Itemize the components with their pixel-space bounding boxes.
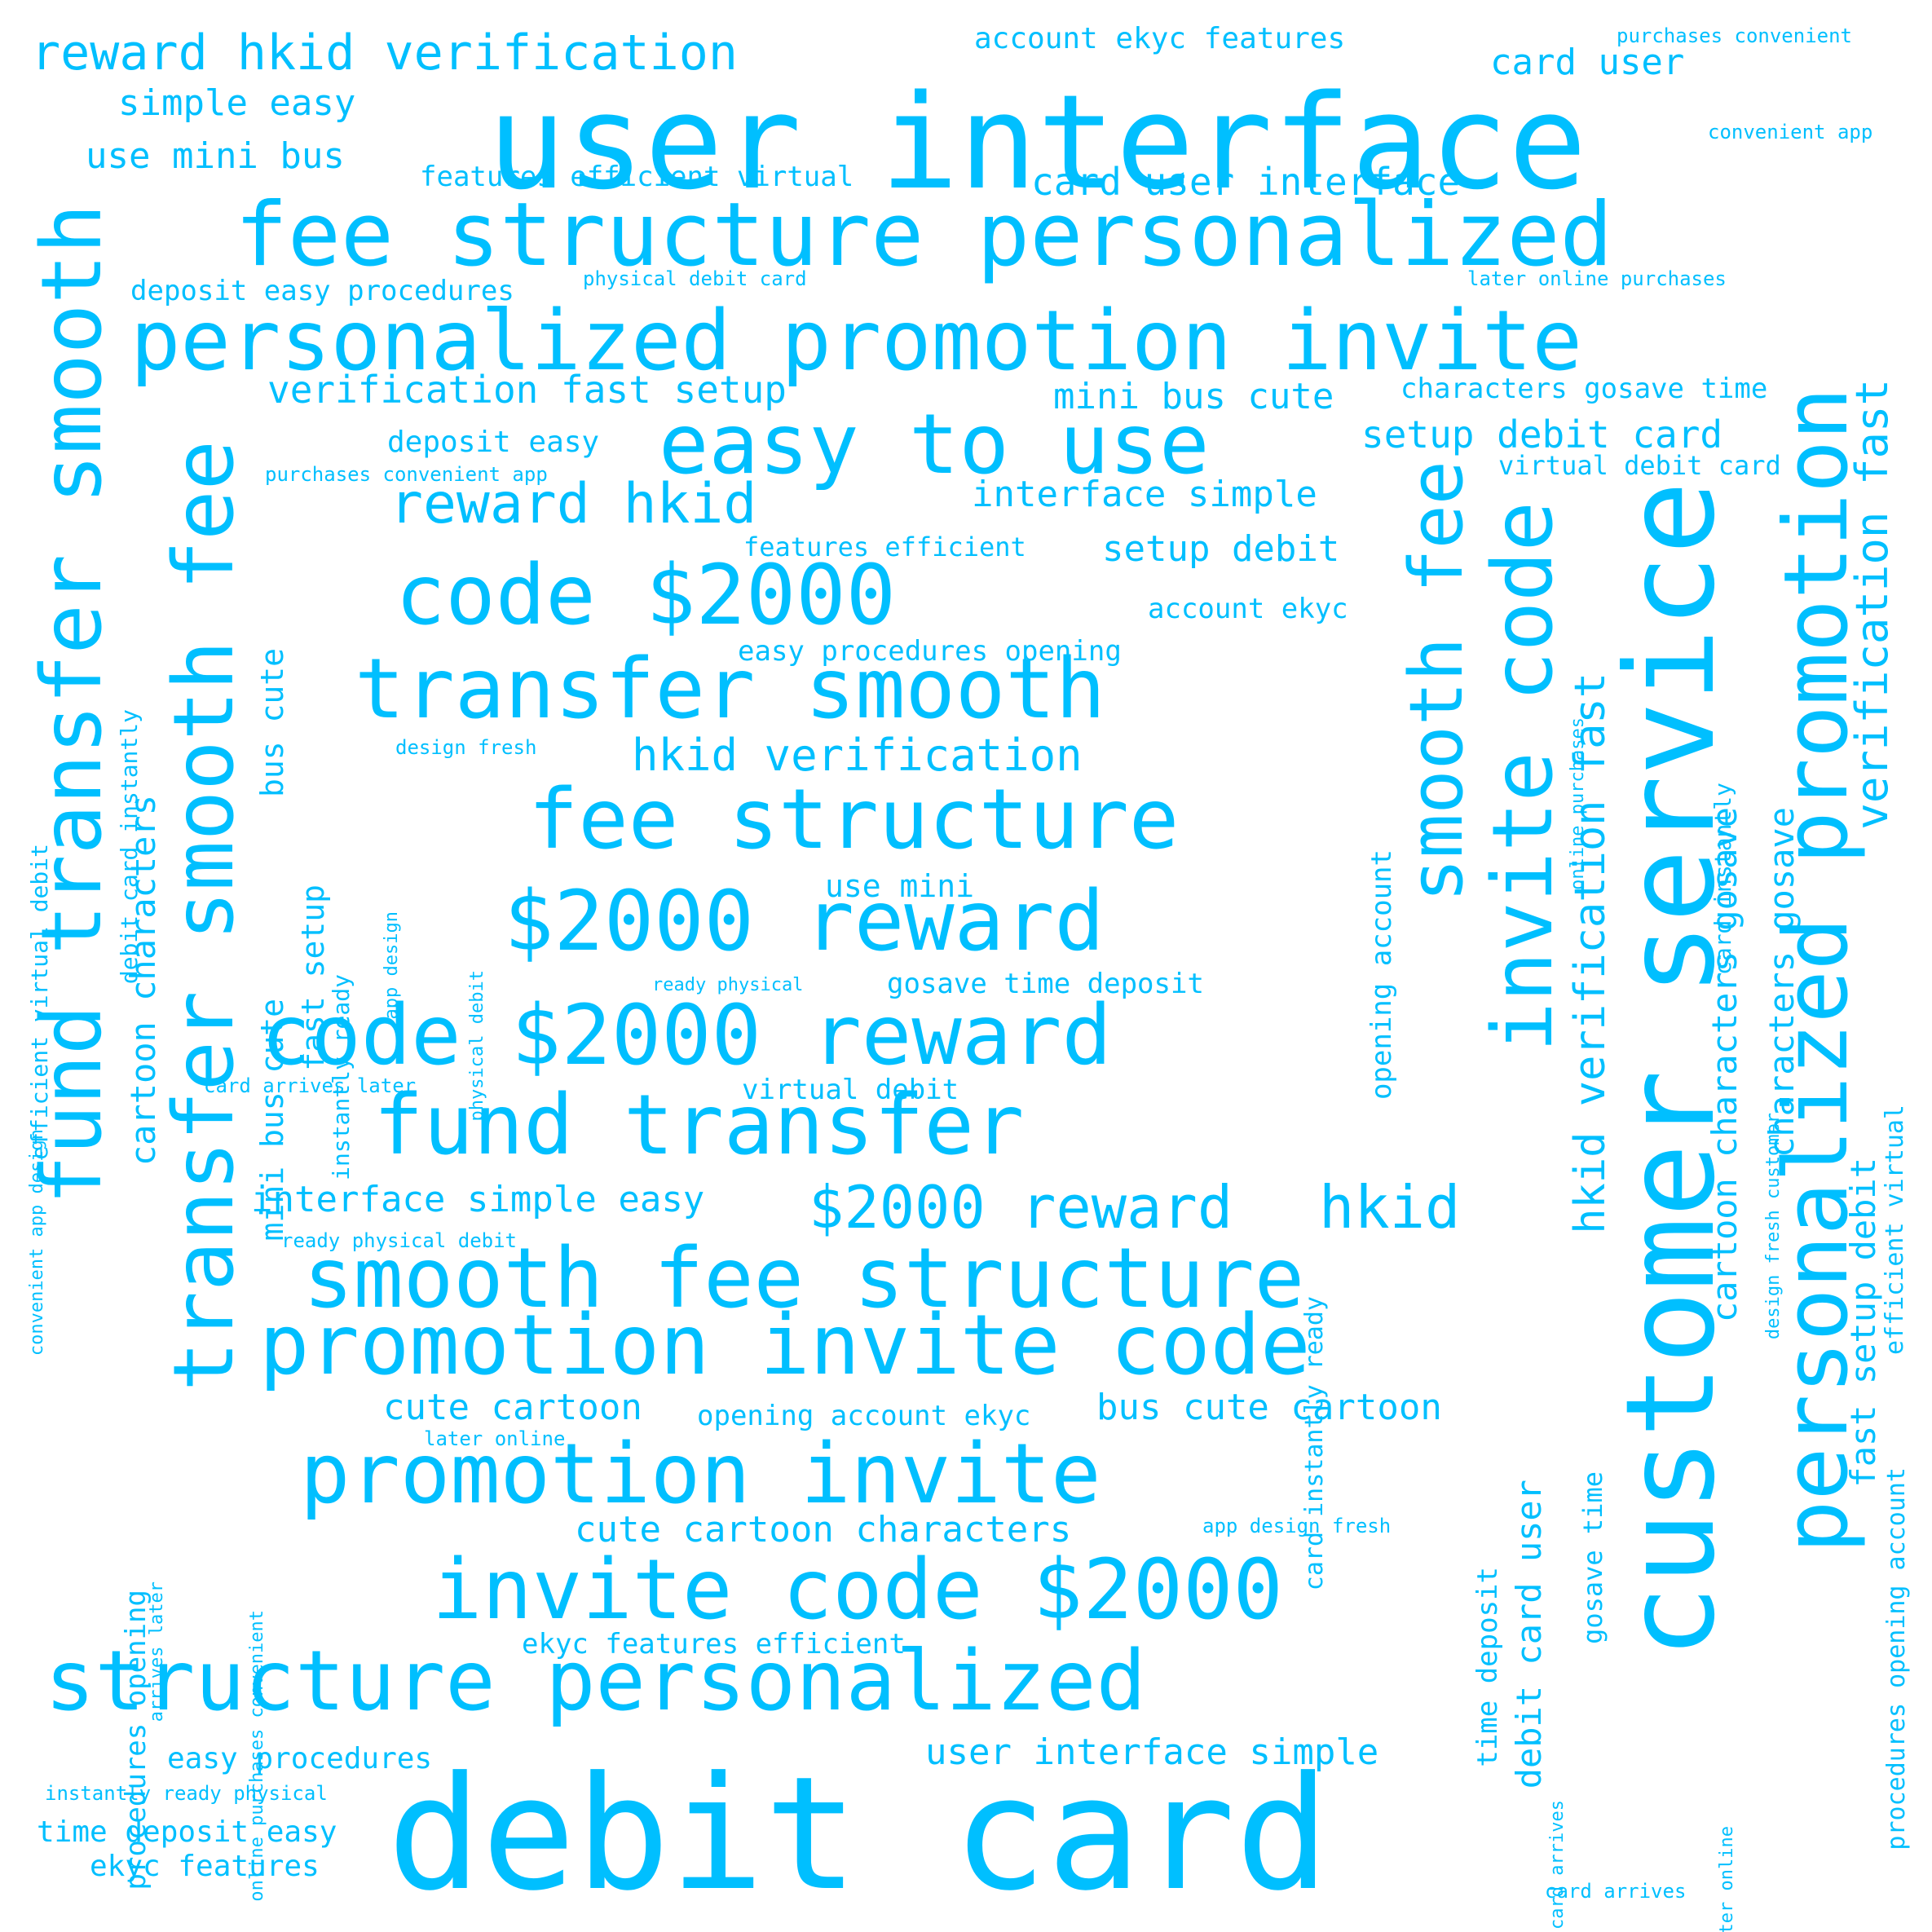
word-deposit-easy-procedures: deposit easy procedures (130, 275, 514, 307)
word-app-design-fresh: app design fresh (1202, 1515, 1392, 1537)
word-features-efficient-virtual: features efficient virtual (420, 161, 854, 193)
word-online-purchases-convenient: online purchases convenient (247, 1610, 267, 1902)
word-convenient-app: convenient app (1708, 121, 1873, 143)
word-reward-hkid: reward hkid (390, 472, 757, 536)
word-virtual-debit-card: virtual debit card (1498, 450, 1781, 481)
word-instantly-ready-physical: instantly ready physical (45, 1782, 328, 1805)
word-transfer-smooth-fee: transfer smooth fee (156, 440, 253, 1392)
word-mini-bus-cute-vertical: mini bus cute (254, 999, 290, 1242)
word-procedures-opening: procedures opening (120, 1590, 152, 1890)
word-code-2000: code $2000 (395, 547, 897, 644)
word-debit-card-arrives: debit card arrives (1547, 1800, 1568, 1932)
word-smooth-fee: smooth fee (1394, 461, 1480, 902)
word-structure-personalized: structure personalized (45, 1633, 1147, 1730)
word-design-fresh: design fresh (395, 736, 537, 759)
word-transfer-smooth: transfer smooth (355, 641, 1106, 738)
word-card-instantly-ready: card instantly ready (1300, 1296, 1329, 1591)
word-app-design: app design (382, 911, 402, 1020)
word-physical-debit-card: physical debit card (583, 267, 807, 290)
word-mini-bus-cute: mini bus cute (1053, 376, 1334, 417)
word-gosave-time: gosave time (1577, 1471, 1608, 1644)
word-purchases-convenient-app: purchases convenient app (265, 463, 548, 486)
word-debit-card-user: debit card user (1509, 1480, 1549, 1789)
word-user-interface-simple: user interface simple (925, 1731, 1379, 1773)
word-fund-transfer: fund transfer (373, 1077, 1025, 1174)
word-gosave-time-deposit: gosave time deposit (887, 968, 1204, 1000)
word-virtual-debit: virtual debit (742, 1074, 959, 1106)
word-ekyc-features: ekyc features (90, 1850, 320, 1883)
word-easy-procedures-opening: easy procedures opening (738, 635, 1122, 668)
word-card-arrives-later: card arrives later (204, 1074, 417, 1097)
word-bus-cute-cartoon: bus cute cartoon (1096, 1387, 1442, 1428)
word-interface-simple: interface simple (972, 474, 1317, 515)
word-card-user: card user (1490, 42, 1685, 83)
word-setup-debit: setup debit (1102, 528, 1340, 570)
word-purchases-convenient: purchases convenient (1617, 24, 1852, 47)
word-online-purchases: online purchases (1568, 717, 1588, 890)
word-promotion-invite-code: promotion invite code (259, 1297, 1311, 1394)
word-physical-debit: physical debit (467, 970, 487, 1122)
word-characters-gosave-time: characters gosave time (1400, 373, 1768, 405)
word-card-arrives: card arrives (1545, 1880, 1687, 1903)
word-account-ekyc-features: account ekyc features (974, 22, 1346, 55)
word-card-instantly: card instantly (1709, 783, 1736, 976)
word-invite-code: invite code (1475, 501, 1572, 1052)
word-user-interface: user interface (487, 66, 1587, 218)
word-reward-hkid-verification: reward hkid verification (31, 24, 738, 82)
word-verification-fast-setup: verification fast setup (267, 368, 787, 412)
word-features-efficient: features efficient (743, 532, 1026, 562)
word-characters-gosave: characters gosave (1762, 807, 1802, 1158)
word-bus-cute: bus cute (254, 648, 290, 798)
word-opening-account: opening account (1365, 849, 1398, 1101)
word-personalized-promotion-invite: personalized promotion invite (130, 293, 1582, 390)
word-later-online-purchases: later online purchases (1467, 267, 1727, 290)
word-fast-setup: fast setup (295, 884, 331, 1071)
word-promotion-invite: promotion invite (300, 1426, 1101, 1523)
word-time-deposit-easy: time deposit easy (37, 1815, 337, 1849)
word-time-deposit: time deposit (1471, 1567, 1504, 1767)
word-efficient-virtual-debit: efficient virtual debit (26, 844, 53, 1160)
word-later-online: later online (424, 1427, 566, 1450)
word-invite-code-2000: invite code $2000 (432, 1542, 1283, 1639)
word-cute-cartoon-characters: cute cartoon characters (575, 1509, 1072, 1550)
word-easy-procedures: easy procedures (167, 1742, 433, 1775)
word-card-user-interface: card user interface (1031, 160, 1461, 204)
word-verification-fast: verification fast (1846, 379, 1898, 830)
word-efficient-virtual: efficient virtual (1881, 1105, 1909, 1356)
word-ready-physical: ready physical (652, 975, 804, 995)
word-convenient-app-design: convenient app design (27, 1129, 47, 1356)
word-design-fresh-customer: design fresh customer (1763, 1113, 1784, 1340)
word-account-ekyc: account ekyc (1148, 593, 1348, 625)
word-2000-reward-large: $2000 reward (504, 873, 1105, 970)
word-debit-card-instantly: debit card instantly (116, 709, 143, 985)
word-fast-setup-debit: fast setup debit (1843, 1158, 1883, 1488)
word-cute-cartoon: cute cartoon (383, 1387, 642, 1428)
word-hkid-verification: hkid verification (632, 730, 1083, 781)
word-setup-debit-card: setup debit card (1361, 412, 1723, 457)
word-ekyc-features-efficient: ekyc features efficient (522, 1628, 906, 1661)
word-fee-structure: fee structure (528, 771, 1180, 868)
word-code-2000-reward: code $2000 reward (261, 987, 1112, 1084)
word-2000-reward: $2000 reward (809, 1173, 1233, 1242)
word-opening-account-ekyc: opening account ekyc (697, 1400, 1031, 1432)
word-smooth-fee-structure: smooth fee structure (303, 1230, 1305, 1327)
word-arrives-later: arrives later (147, 1581, 167, 1722)
word-use-mini: use mini (825, 868, 975, 904)
word-deposit-easy: deposit easy (387, 426, 600, 459)
word-interface-simple-easy: interface simple easy (251, 1179, 705, 1220)
word-arrives-later-online: arrives later online (1717, 1826, 1737, 1932)
word-ready-physical-debit: ready physical debit (281, 1229, 517, 1252)
word-hkid: hkid (1319, 1173, 1461, 1242)
word-easy-to-use: easy to use (659, 396, 1210, 493)
word-simple-easy: simple easy (118, 82, 356, 124)
word-procedures-opening-account: procedures opening account (1882, 1467, 1911, 1850)
word-use-mini-bus: use mini bus (86, 135, 345, 177)
word-fee-structure-personalized: fee structure personalized (235, 184, 1613, 286)
word-debit-card: debit card (387, 1744, 1330, 1925)
